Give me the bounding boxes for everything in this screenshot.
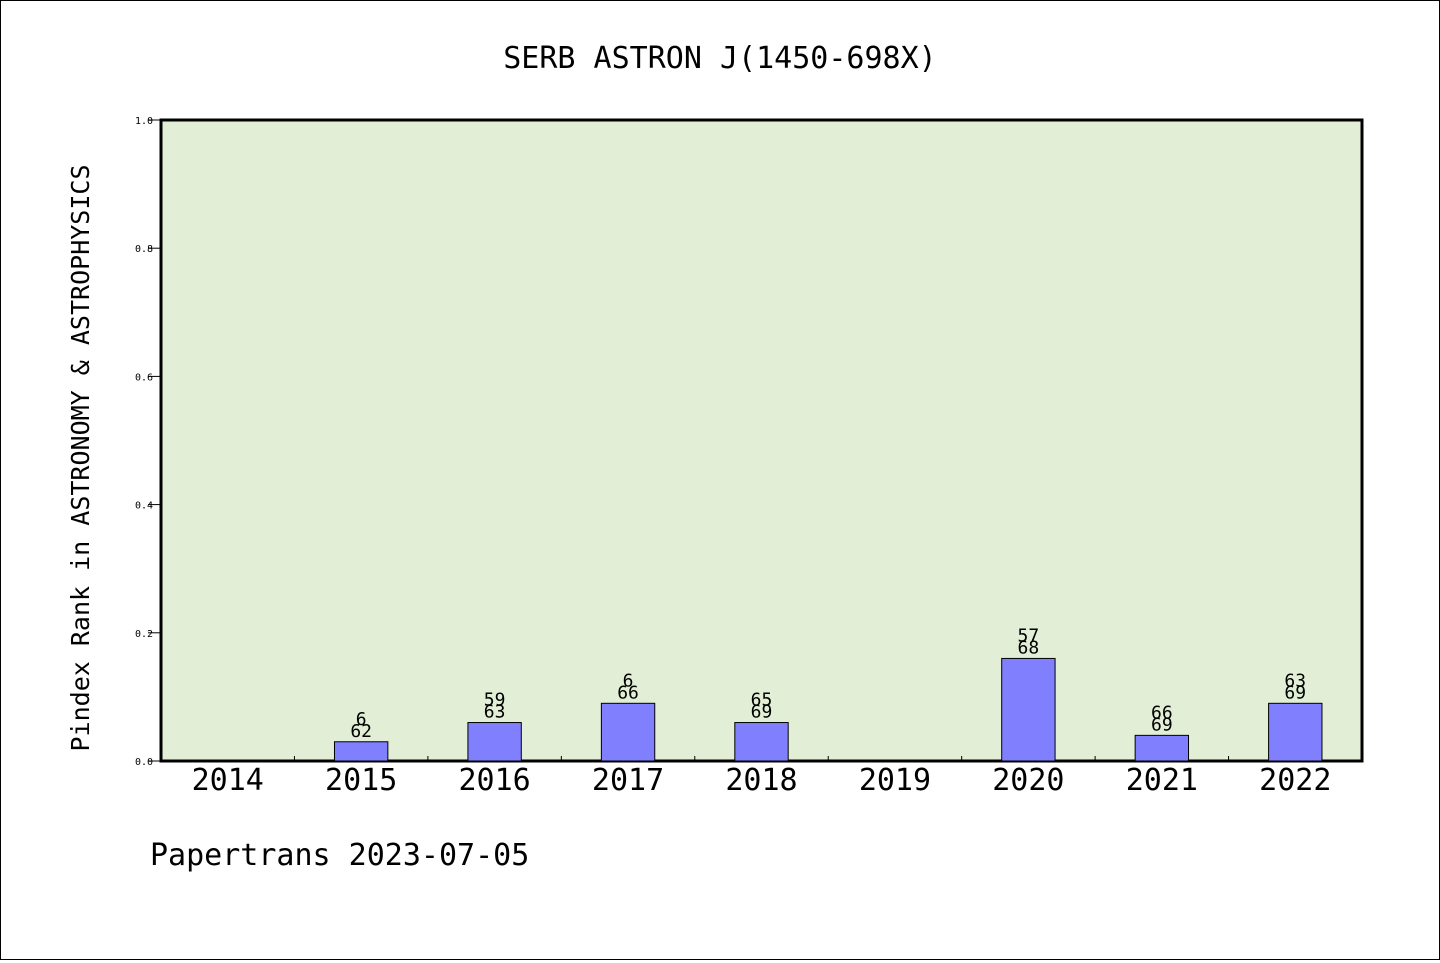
bar-2018	[734, 722, 789, 762]
y-axis-label: Pindex Rank in ASTRONOMY & ASTROPHYSICS	[66, 165, 95, 752]
plot-area	[159, 118, 1364, 763]
y-tick-label: 0.8	[135, 244, 153, 255]
bar-2015	[333, 741, 389, 762]
x-tick-label: 2014	[192, 763, 264, 798]
x-tick-label: 2015	[325, 763, 397, 798]
bar-2017	[600, 702, 656, 762]
bar-data-label: 59	[484, 690, 506, 711]
chart-title: SERB ASTRON J(1450-698X)	[503, 41, 936, 76]
footer-text: Papertrans 2023-07-05	[150, 838, 529, 873]
x-axis-ticks: 2014 2015 2016 2017 2018 2019 2020 2021 2022	[192, 756, 1331, 798]
bar-data-label: 68	[1018, 637, 1040, 658]
x-tick-label: 2016	[458, 763, 530, 798]
x-tick-label: 2022	[1259, 763, 1331, 798]
x-tick-label: 2019	[859, 763, 931, 798]
bar-2022	[1268, 702, 1323, 762]
bar-data-label: 57	[1018, 625, 1040, 646]
x-tick-label: 2021	[1126, 763, 1198, 798]
bar-data-label: 66	[1151, 702, 1173, 723]
bar-data-label: 69	[751, 702, 773, 723]
bar-2016	[467, 722, 522, 762]
bar-data-label: 69	[1284, 682, 1306, 703]
bar-2021	[1134, 734, 1190, 762]
y-tick-label: 0.6	[135, 372, 153, 383]
bar-2020	[1001, 657, 1056, 762]
bar-data-label: 6	[623, 670, 634, 691]
y-tick-label: 0.2	[135, 629, 153, 640]
y-tick-label: 0.0	[135, 757, 153, 768]
bar-data-label: 63	[1284, 670, 1306, 691]
bar-data-label: 63	[484, 702, 506, 723]
bars-group	[333, 657, 1323, 762]
bar-data-label: 66	[617, 682, 639, 703]
bar-data-label: 62	[350, 721, 372, 742]
y-tick-label: 1.0	[135, 116, 153, 127]
x-tick-label: 2020	[992, 763, 1064, 798]
y-axis-ticks: 0.0 0.2 0.4 0.6 0.8 1.0	[135, 116, 161, 768]
bar-data-label: 65	[751, 690, 773, 711]
bar-data-label: 6	[356, 709, 367, 730]
bar-data-label: 69	[1151, 714, 1173, 735]
x-tick-label: 2017	[592, 763, 664, 798]
x-tick-label: 2018	[725, 763, 797, 798]
y-tick-label: 0.4	[135, 501, 153, 512]
